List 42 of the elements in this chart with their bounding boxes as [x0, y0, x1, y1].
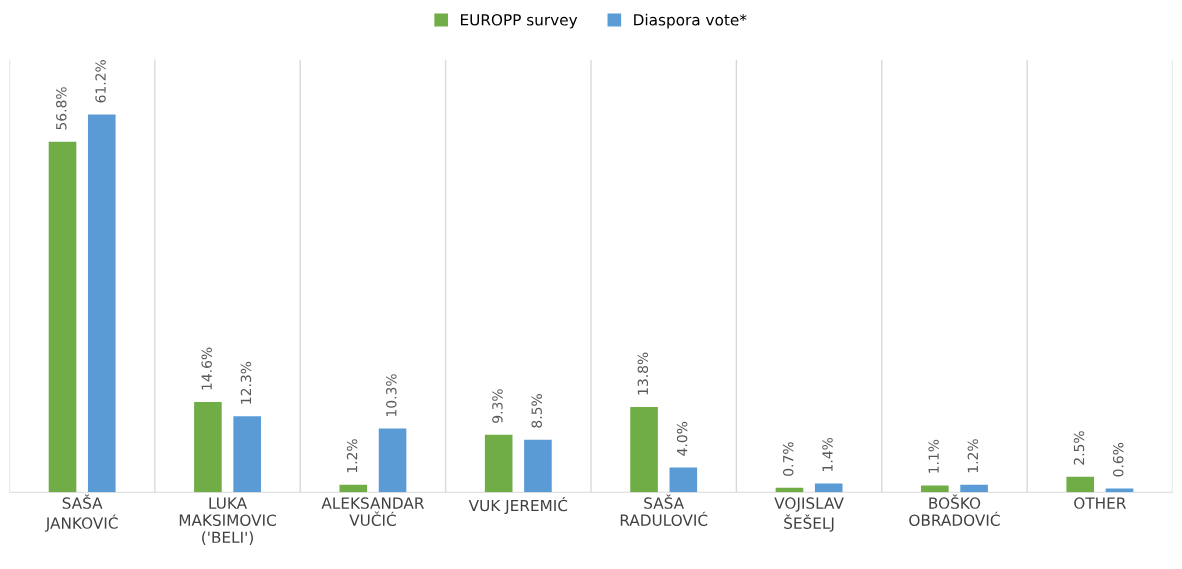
x-tick-label: SAŠA RADULOVIĆ [620, 494, 708, 526]
bar [1066, 476, 1095, 493]
data-label: 12.3% [240, 361, 252, 404]
bar [233, 416, 261, 493]
bar [378, 428, 407, 493]
bar [960, 484, 988, 493]
data-label: 1.1% [928, 439, 939, 473]
data-label: 14.6% [201, 347, 212, 390]
bar [484, 434, 513, 493]
bar [87, 114, 116, 493]
data-label: 1.2% [346, 439, 358, 473]
data-label: 10.3% [386, 374, 397, 416]
legend-label: Diaspora vote* [634, 13, 747, 29]
bar [194, 402, 222, 493]
data-label: 61.2% [95, 60, 106, 103]
data-label: 0.7% [782, 442, 794, 476]
bar [775, 487, 804, 493]
data-label: 9.3% [492, 389, 503, 423]
data-label: 8.5% [531, 394, 542, 428]
legend-label: EUROPP survey [460, 14, 578, 29]
bar [814, 483, 843, 493]
data-label: 13.8% [637, 352, 649, 395]
data-label: 1.2% [967, 439, 979, 473]
bar [630, 407, 658, 493]
data-label: 2.5% [1073, 431, 1085, 465]
x-tick-label: VOJISLAV ŠEŠELJ [774, 497, 844, 532]
data-label: 56.8% [56, 87, 67, 130]
x-tick-label: SAŠA JANKOVIĆ [45, 494, 118, 532]
x-tick-label: LUKA MAKSIMOVIC ('BELI') [179, 497, 276, 545]
bar [669, 467, 698, 493]
data-label: 0.6% [1113, 442, 1124, 477]
x-tick-label: BOŠKO OBRADOVIĆ [909, 494, 1000, 526]
bar [524, 439, 552, 493]
bar [1105, 488, 1134, 493]
x-tick-label: ALEKSANDAR VUČIĆ [321, 497, 425, 526]
bar [48, 141, 77, 493]
bar [921, 485, 949, 493]
x-tick-label: OTHER [1074, 497, 1126, 509]
bar [339, 484, 368, 493]
data-label: 4.0% [676, 421, 688, 456]
data-label: 1.4% [822, 437, 833, 471]
x-tick-label: VUK JEREMIĆ [468, 496, 568, 515]
